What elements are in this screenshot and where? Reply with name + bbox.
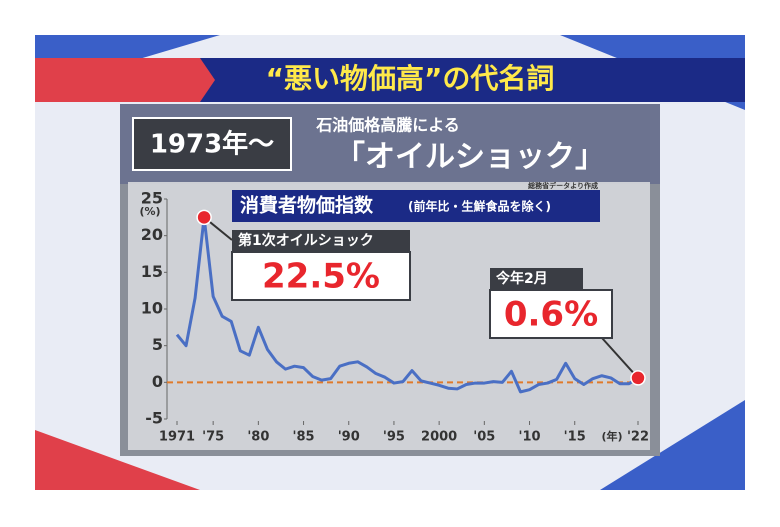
x-tick-label: '22 xyxy=(627,430,649,445)
y-tick-label: 0 xyxy=(152,372,163,391)
x-tick-label: '05 xyxy=(473,430,495,445)
y-tick-label: 15 xyxy=(141,262,163,281)
annotation-label: 第1次オイルショック xyxy=(238,232,374,249)
chart-subtitle: (前年比・生鮮食品を除く) xyxy=(408,199,551,214)
x-tick-label: 1971 xyxy=(159,430,195,445)
title-chevron xyxy=(35,58,215,102)
x-tick-label: '80 xyxy=(247,430,269,445)
source: 総務省データより作成 xyxy=(528,181,598,190)
title: “悪い物価高”の代名詞 xyxy=(266,62,555,95)
data-line xyxy=(175,215,639,394)
stripe xyxy=(35,430,200,490)
annotation-label-box xyxy=(490,268,583,290)
y-tick-label: -5 xyxy=(145,409,163,428)
y-tick-label: 10 xyxy=(141,299,163,318)
y-tick-label: 5 xyxy=(152,335,163,354)
y-tick-label: 25 xyxy=(141,189,163,208)
x-tick-label: '75 xyxy=(202,430,224,445)
x-tick-label: '10 xyxy=(518,430,540,445)
annotation-label-box xyxy=(232,230,410,252)
caption-subtitle: 石油価格高騰による xyxy=(315,116,460,135)
x-axis-label: (年) xyxy=(601,429,622,443)
annotation-value-box xyxy=(231,251,411,301)
x-tick-label: '85 xyxy=(293,430,315,445)
chart-title-box xyxy=(232,190,600,222)
x-tick-label: 2000 xyxy=(421,430,457,445)
annotation-value-box xyxy=(489,289,613,339)
y-axis-label: (%) xyxy=(139,205,160,218)
y-tick-label: 20 xyxy=(141,225,163,244)
annotation-value: 22.5% xyxy=(262,257,380,297)
x-tick-label: '15 xyxy=(564,430,586,445)
era: 1973年～ xyxy=(150,129,274,160)
x-tick-label: '95 xyxy=(383,430,405,445)
annotation-value: 0.6% xyxy=(504,295,598,335)
caption-headline: 「オイルショック」 xyxy=(335,140,605,175)
chart-title: 消費者物価指数 xyxy=(240,194,374,217)
annotation-point xyxy=(196,209,212,226)
x-tick-label: '90 xyxy=(338,430,360,445)
annotation-connector xyxy=(601,337,639,379)
stripe xyxy=(600,400,745,490)
annotation-point xyxy=(630,370,646,386)
era-box xyxy=(132,117,292,171)
annotation-label: 今年2月 xyxy=(495,270,548,287)
